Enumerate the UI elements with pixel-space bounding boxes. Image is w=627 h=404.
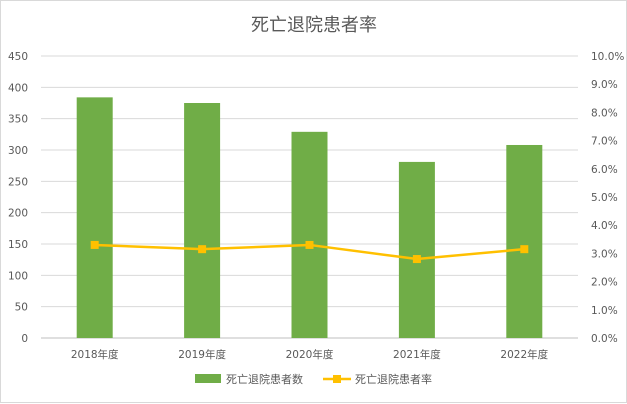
legend-label-line: 死亡退院患者率 [355, 372, 432, 386]
right-axis-tick-label: 6.0% [591, 164, 618, 176]
x-axis-tick-label: 2021年度 [393, 348, 441, 361]
right-axis-tick-label: 5.0% [591, 192, 618, 204]
bar [184, 103, 221, 338]
bar-series [76, 97, 543, 338]
bar [76, 97, 113, 338]
left-axis-tick-label: 450 [8, 51, 28, 63]
left-axis-tick-label: 250 [8, 176, 28, 188]
left-axis: 0 50 100 150 200 250 300 350 400 450 [8, 51, 28, 345]
legend-marker-line [333, 375, 341, 383]
left-axis-tick-label: 100 [8, 270, 28, 282]
legend-swatch-bar [195, 374, 221, 383]
x-axis-tick-label: 2020年度 [286, 348, 334, 361]
line-point-marker [90, 240, 99, 249]
right-axis-tick-label: 9.0% [591, 79, 618, 91]
line-point-marker [198, 245, 207, 254]
right-axis-tick-label: 2.0% [591, 277, 618, 289]
right-axis-tick-label: 8.0% [591, 107, 618, 119]
left-axis-tick-label: 150 [8, 239, 28, 251]
bar [398, 161, 435, 338]
left-axis-tick-label: 400 [8, 82, 28, 94]
right-axis-tick-label: 4.0% [591, 220, 618, 232]
left-axis-tick-label: 200 [8, 208, 28, 220]
right-axis-tick-label: 10.0% [591, 51, 624, 63]
legend: 死亡退院患者数 死亡退院患者率 [195, 372, 432, 386]
line-series [90, 240, 529, 264]
left-axis-tick-label: 350 [8, 114, 28, 126]
chart-title: 死亡退院患者率 [251, 15, 377, 36]
right-axis-tick-label: 3.0% [591, 248, 618, 260]
x-axis-tick-label: 2018年度 [71, 348, 119, 361]
left-axis-tick-label: 50 [15, 302, 28, 314]
right-axis: 0.0% 1.0% 2.0% 3.0% 4.0% 5.0% 6.0% 7.0% 8.0% 9.0%… [591, 51, 624, 345]
right-axis-tick-label: 0.0% [591, 333, 618, 345]
bar [506, 144, 543, 338]
x-axis-tick-label: 2022年度 [500, 348, 548, 361]
bar [291, 131, 328, 338]
left-axis-tick-label: 0 [21, 333, 28, 345]
legend-label-bar: 死亡退院患者数 [226, 372, 303, 386]
x-axis-tick-label: 2019年度 [178, 348, 226, 361]
right-axis-tick-label: 7.0% [591, 136, 618, 148]
right-axis-tick-label: 1.0% [591, 305, 618, 317]
line-point-marker [412, 255, 421, 264]
line-point-marker [305, 240, 314, 249]
left-axis-tick-label: 300 [8, 145, 28, 157]
line-point-marker [520, 245, 529, 254]
x-axis: 2018年度 2019年度 2020年度 2021年度 2022年度 [71, 348, 549, 361]
